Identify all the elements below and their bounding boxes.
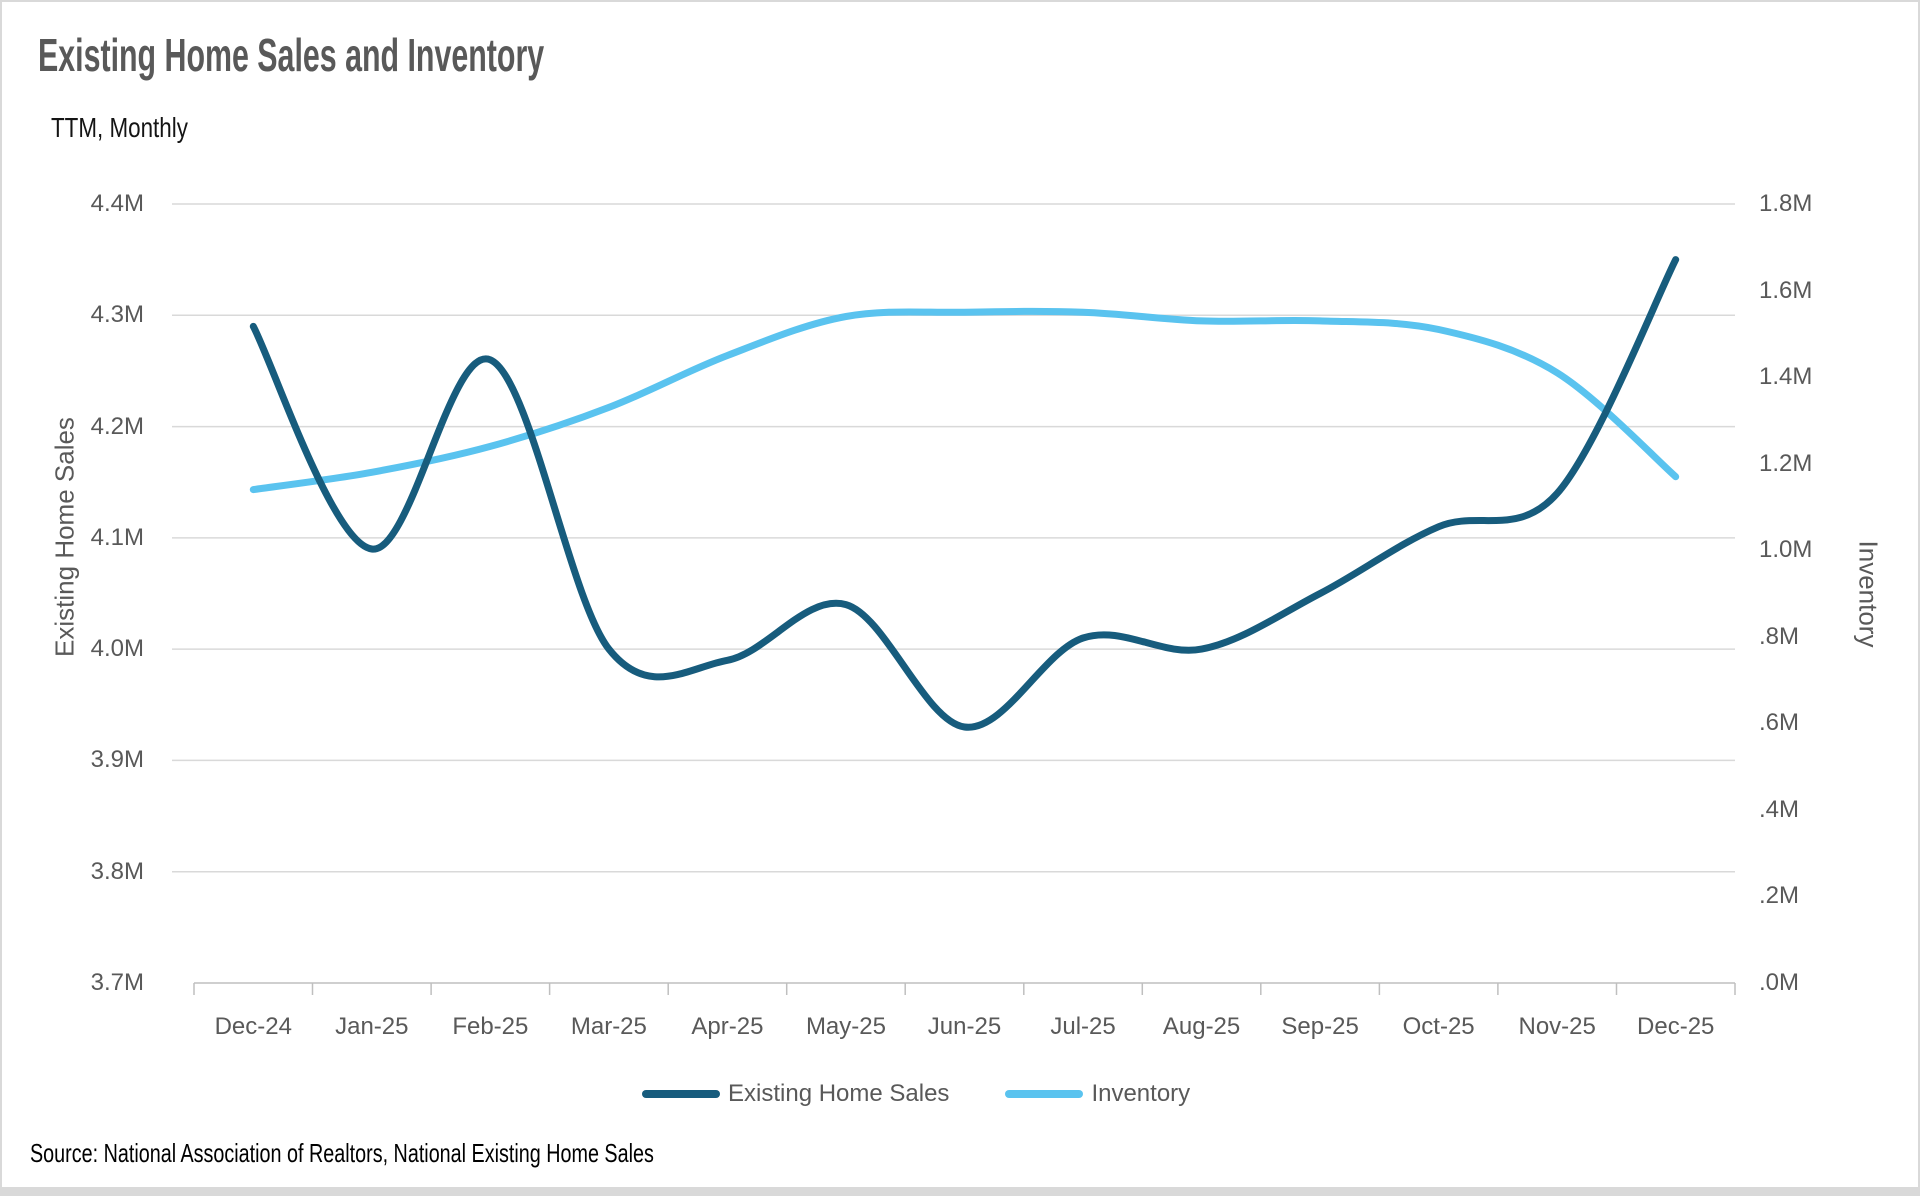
y-axis-left-tick-label: 4.0M <box>90 635 144 663</box>
bottom-edge-strip <box>2 1187 1918 1194</box>
x-axis-tick-label: Oct-25 <box>1402 1013 1475 1040</box>
y-axis-right-tick-label: .6M <box>1759 709 1800 737</box>
inventory-line-swatch-icon <box>1005 1090 1084 1098</box>
y-axis-right-tick-label: .2M <box>1759 882 1800 910</box>
x-axis-tick-label: Dec-25 <box>1637 1013 1715 1040</box>
y-axis-left-tick-label: 4.3M <box>90 301 144 329</box>
y-axis-left-tick-label: 3.7M <box>90 969 144 996</box>
y-axis-left-tick-label: 3.9M <box>90 746 144 774</box>
x-axis-tick-label: Nov-25 <box>1518 1013 1596 1040</box>
x-axis-tick-label: Sep-25 <box>1281 1013 1359 1040</box>
y-axis-right-title: Inventory <box>1853 540 1884 648</box>
y-axis-right-tick-label: 1.0M <box>1759 536 1813 564</box>
x-axis-tick-label: Aug-25 <box>1162 1013 1241 1040</box>
x-axis-tick-label: Jul-25 <box>1050 1013 1116 1040</box>
source-note: Source: National Association of Realtors… <box>30 1138 654 1168</box>
x-axis-tick-label: Jan-25 <box>335 1013 409 1040</box>
legend-label-inventory: Inventory <box>1091 1080 1191 1107</box>
y-axis-left-tick-label: 4.2M <box>90 412 144 440</box>
x-axis-tick-label: Apr-25 <box>691 1013 764 1040</box>
legend: Existing Home Sales Inventory <box>642 1079 1190 1109</box>
y-axis-right-tick-label: 1.6M <box>1759 276 1813 304</box>
y-axis-left-tick-label: 3.8M <box>90 857 144 885</box>
y-axis-left-title: Existing Home Sales <box>49 417 80 657</box>
x-axis-tick-label: Feb-25 <box>452 1013 529 1040</box>
y-axis-right-tick-label: 1.8M <box>1759 190 1813 217</box>
x-axis-tick-label: Dec-24 <box>214 1013 292 1040</box>
x-axis-tick-label: Mar-25 <box>570 1013 647 1040</box>
sales-line-swatch-icon <box>642 1090 720 1098</box>
y-axis-right-tick-label: .8M <box>1759 622 1800 650</box>
x-axis-tick-label: May-25 <box>805 1013 886 1040</box>
y-axis-right-tick-label: 1.4M <box>1759 363 1813 391</box>
y-axis-right-tick-label: .0M <box>1759 969 1800 996</box>
inventory-line <box>249 307 1680 494</box>
legend-item-existing-home-sales: Existing Home Sales <box>642 1079 949 1109</box>
legend-label-existing-home-sales: Existing Home Sales <box>728 1080 950 1107</box>
legend-item-inventory: Inventory <box>1005 1079 1190 1109</box>
page-title: Existing Home Sales and Inventory <box>38 29 545 81</box>
y-axis-right-tick-label: .4M <box>1759 795 1800 823</box>
y-axis-left-tick-label: 4.1M <box>90 523 144 551</box>
existing-home-sales-line <box>249 256 1680 731</box>
y-axis-left-tick-label: 4.4M <box>90 190 144 217</box>
x-axis-tick-label: Jun-25 <box>927 1013 1002 1040</box>
chart-subtitle: TTM, Monthly <box>51 112 188 143</box>
y-axis-right-tick-label: 1.2M <box>1759 449 1813 477</box>
